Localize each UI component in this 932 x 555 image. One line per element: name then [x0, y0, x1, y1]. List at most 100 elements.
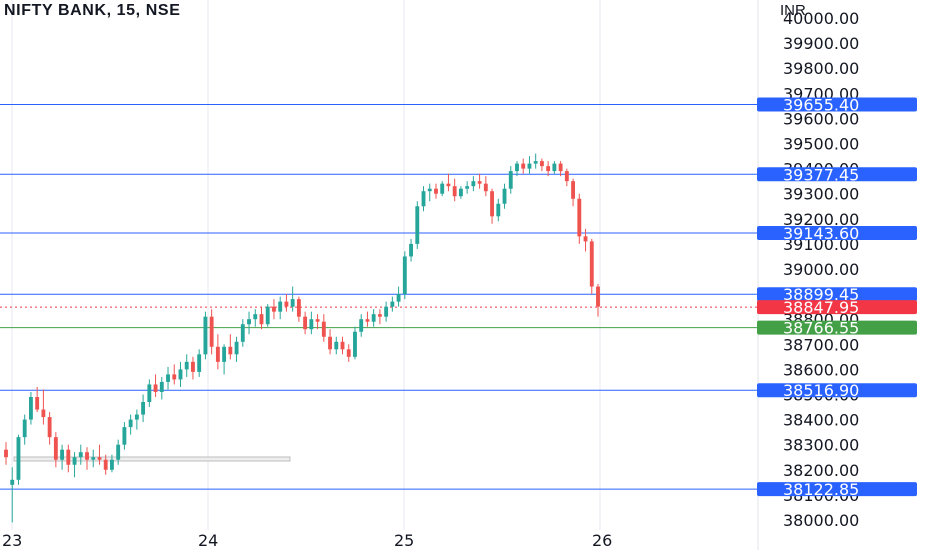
grid-lines [11, 0, 759, 550]
candle [571, 178, 576, 207]
candle-body [110, 459, 114, 470]
price-tag-label: 38766.55 [783, 319, 859, 338]
candle-body [134, 414, 139, 420]
candle-body [390, 301, 395, 307]
candle-body [91, 457, 96, 460]
candle [191, 356, 195, 380]
candle [278, 296, 283, 320]
candle-body [166, 374, 170, 382]
price-tick-label: 40000.00 [783, 9, 859, 28]
candle [346, 344, 351, 362]
price-tag-background [757, 482, 917, 497]
candle [41, 389, 46, 425]
candle-body [521, 163, 526, 169]
candle-body [359, 319, 364, 332]
candle [508, 166, 513, 194]
price-tag-background [757, 287, 917, 302]
candle [296, 296, 301, 322]
candle [215, 334, 220, 370]
candle [272, 299, 276, 320]
price-tag: 38899.45 [757, 285, 917, 304]
candle [284, 294, 289, 312]
candle-body [10, 479, 15, 485]
candle-body [4, 449, 8, 458]
candle [402, 251, 407, 300]
candle-body [396, 294, 401, 302]
candle [309, 311, 314, 335]
price-tick-label: 39900.00 [783, 34, 859, 53]
price-tag-background [757, 225, 917, 240]
price-tag-background [757, 167, 917, 182]
candle [533, 153, 538, 169]
candle [259, 306, 264, 330]
candle-body [178, 369, 183, 380]
candle-body [309, 319, 314, 330]
candle [10, 467, 15, 523]
candle-body [527, 163, 532, 169]
candle-body [222, 346, 227, 362]
price-tick-label: 39000.00 [783, 260, 859, 279]
price-tick-label: 38700.00 [783, 335, 859, 354]
candle [247, 311, 251, 335]
drawn-rectangle[interactable] [13, 456, 291, 462]
candle [141, 394, 146, 423]
candle-body [415, 206, 420, 244]
candle [552, 161, 557, 174]
candle [315, 314, 320, 330]
candle [253, 309, 258, 327]
candle [465, 181, 470, 194]
candle-body [197, 354, 202, 372]
candle-body [502, 188, 507, 204]
price-tick-label: 38400.00 [783, 411, 859, 430]
candle [4, 442, 8, 465]
candle [321, 314, 326, 342]
price-tag: 38122.85 [757, 480, 917, 499]
candle [409, 238, 413, 262]
time-tick-label: 26 [592, 531, 612, 550]
price-tick-label: 39600.00 [783, 109, 859, 128]
price-tag-label: 39377.45 [783, 165, 859, 184]
price-tick-label: 39200.00 [783, 210, 859, 229]
candle [483, 176, 488, 197]
candle-body [16, 437, 21, 480]
price-tag-background [757, 300, 917, 315]
price-tick-label: 38600.00 [783, 360, 859, 379]
candle-body [253, 314, 258, 320]
candle [539, 158, 544, 172]
candle-body [272, 306, 276, 312]
candle-body [458, 188, 463, 197]
candle-body [452, 186, 457, 197]
candle [97, 444, 102, 465]
candle-body [340, 341, 345, 350]
candle [110, 454, 114, 473]
candle-body [215, 346, 220, 362]
time-tick-label: 25 [394, 531, 414, 550]
price-tag-background [757, 97, 917, 112]
candle-body [321, 321, 326, 337]
candle [60, 444, 65, 470]
candle-body [203, 316, 208, 355]
candle-body [490, 191, 494, 217]
price-tick-label: 38300.00 [783, 436, 859, 455]
candle [222, 344, 227, 375]
candle-body [552, 163, 557, 172]
candle-body [508, 171, 513, 189]
candle-body [240, 324, 245, 342]
horizontal-levels[interactable] [0, 104, 758, 490]
candle-body [184, 361, 189, 370]
candle [440, 181, 445, 197]
candle [502, 183, 507, 209]
price-axis[interactable]: 40000.0039900.0039800.0039700.0039600.00… [783, 9, 859, 530]
candle-body [446, 183, 451, 187]
price-tag: 39377.45 [757, 165, 917, 184]
candle [434, 183, 438, 199]
candle-body [365, 319, 370, 322]
candle [564, 168, 569, 187]
candle [290, 286, 295, 312]
candle [452, 178, 457, 202]
candle-body [97, 457, 102, 460]
time-axis[interactable]: 23 24 25 26 [2, 531, 612, 550]
candle [53, 432, 58, 468]
